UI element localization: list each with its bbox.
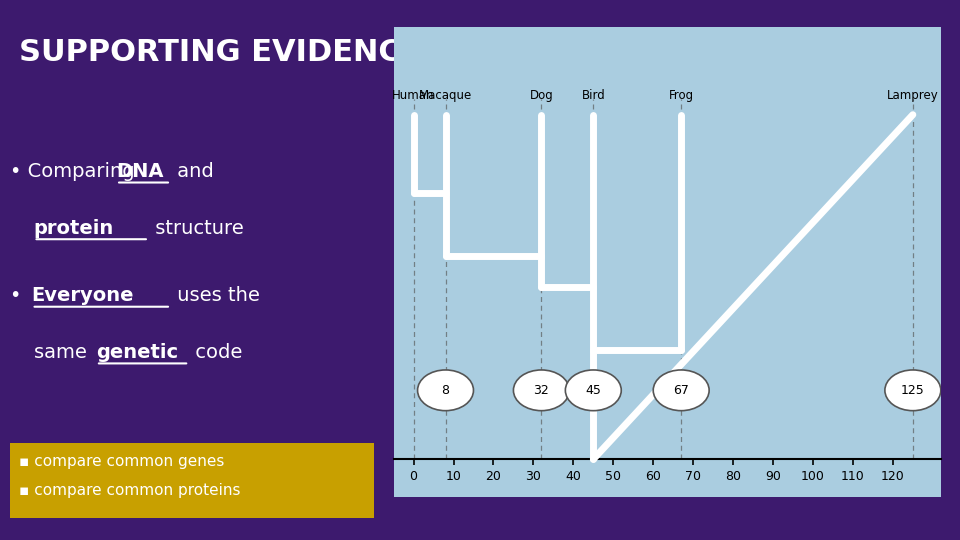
Text: Frog: Frog: [668, 89, 694, 102]
Text: Dog: Dog: [530, 89, 553, 102]
Text: Lamprey: Lamprey: [887, 89, 939, 102]
Text: DNA: DNA: [116, 162, 163, 181]
Ellipse shape: [418, 370, 473, 410]
Text: 125: 125: [901, 384, 924, 397]
Text: genetic: genetic: [96, 343, 179, 362]
Text: • Comparing: • Comparing: [10, 162, 140, 181]
Text: Macaque: Macaque: [419, 89, 472, 102]
Text: code: code: [189, 343, 243, 362]
Text: 8: 8: [442, 384, 449, 397]
Text: Bird: Bird: [582, 89, 605, 102]
Ellipse shape: [653, 370, 709, 410]
Text: protein: protein: [34, 219, 114, 238]
Text: ▪ compare common proteins: ▪ compare common proteins: [19, 483, 241, 498]
Text: ▪ compare common genes: ▪ compare common genes: [19, 454, 225, 469]
FancyBboxPatch shape: [10, 443, 374, 518]
Text: 45: 45: [586, 384, 601, 397]
Text: Everyone: Everyone: [32, 286, 134, 305]
Ellipse shape: [885, 370, 941, 410]
Text: SUPPORTING EVIDENCE: 5. MOLECULAR BIOLOGY: SUPPORTING EVIDENCE: 5. MOLECULAR BIOLOG…: [19, 38, 859, 67]
Text: and: and: [171, 162, 214, 181]
FancyBboxPatch shape: [394, 27, 941, 497]
Text: •: •: [10, 286, 27, 305]
Text: 32: 32: [534, 384, 549, 397]
Ellipse shape: [565, 370, 621, 410]
Text: same: same: [34, 343, 93, 362]
Text: structure: structure: [149, 219, 244, 238]
Text: uses the: uses the: [171, 286, 260, 305]
Text: 67: 67: [673, 384, 689, 397]
Ellipse shape: [514, 370, 569, 410]
Text: Human: Human: [393, 89, 435, 102]
